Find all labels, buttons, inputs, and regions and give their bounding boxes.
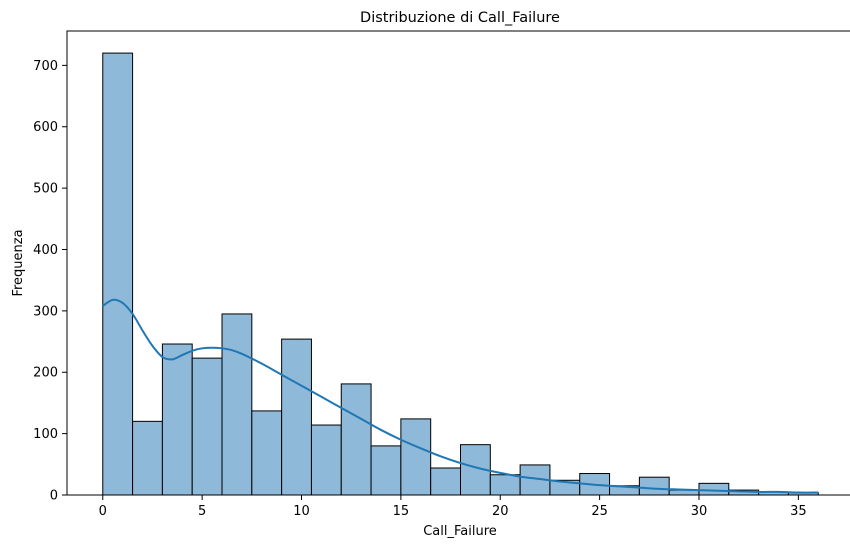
histogram-bar [191, 357, 223, 496]
histogram-bar [698, 482, 730, 496]
histogram-bar [310, 424, 342, 496]
histogram-bar [281, 338, 312, 496]
x-tick-label: 20 [492, 504, 509, 519]
histogram-bar [430, 467, 461, 496]
x-axis-label: Call_Failure [423, 524, 497, 539]
y-tick-label: 500 [33, 182, 58, 197]
histogram-bar [638, 476, 670, 496]
histogram-bar [221, 313, 253, 496]
plot-frame [66, 30, 850, 496]
x-tick-label: 15 [393, 504, 410, 519]
y-tick-label: 200 [33, 366, 58, 381]
y-tick-label: 700 [33, 59, 58, 74]
histogram-bar [161, 343, 193, 496]
y-tick-label: 400 [33, 243, 58, 258]
bars-group [102, 52, 819, 496]
x-tick-label: 35 [790, 504, 807, 519]
x-tick-label: 30 [691, 504, 708, 519]
y-tick-label: 0 [50, 489, 58, 504]
histogram-bar [489, 474, 521, 496]
x-axis: 0 5 10 15 20 25 30 35 [99, 495, 807, 519]
y-tick-label: 100 [33, 427, 58, 442]
histogram-bar [251, 410, 283, 496]
x-tick-label: 25 [591, 504, 608, 519]
y-tick-label: 300 [33, 304, 58, 319]
histogram-bar [102, 52, 134, 496]
x-tick-label: 0 [99, 504, 107, 519]
y-axis: 0 100 200 300 400 500 600 700 [33, 59, 67, 504]
histogram-bar [132, 420, 163, 496]
y-tick-label: 600 [33, 120, 58, 135]
kde-line [102, 298, 819, 494]
histogram-bar [400, 418, 432, 496]
histogram-bar [370, 445, 402, 496]
chart-title: Distribuzione di Call_Failure [360, 10, 560, 26]
y-axis-label: Frequenza [11, 229, 26, 296]
x-tick-label: 10 [293, 504, 310, 519]
x-tick-label: 5 [198, 504, 206, 519]
histogram-bar [340, 383, 372, 496]
